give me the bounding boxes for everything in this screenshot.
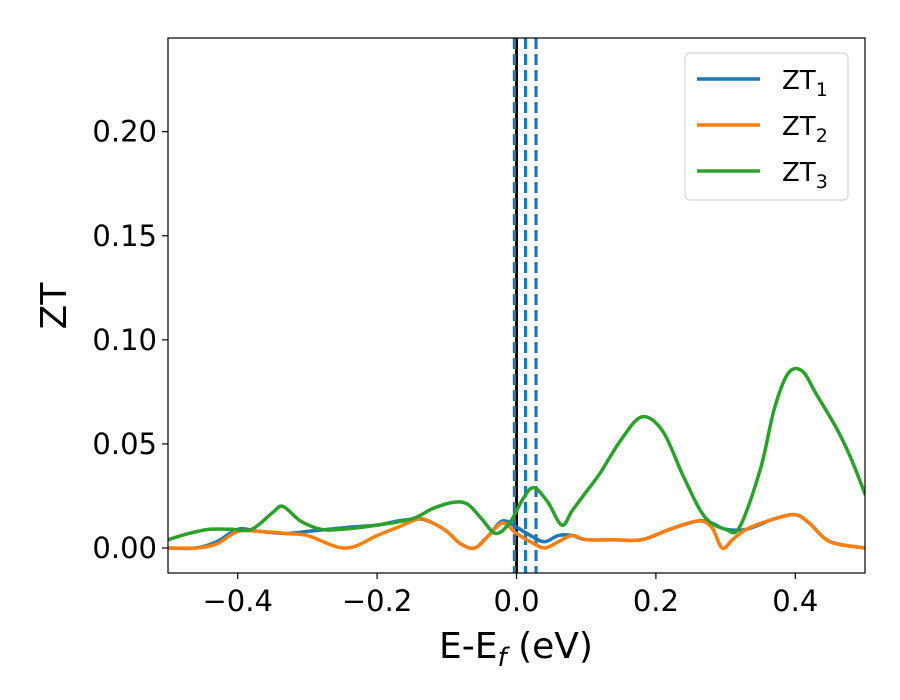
- x-axis: −0.4 −0.2 0.0 0.2 0.4: [202, 573, 818, 618]
- x-tick-label: −0.4: [202, 584, 272, 618]
- legend-label-subscript: 2: [816, 125, 828, 147]
- x-axis-title: E-Ef (eV): [439, 626, 593, 673]
- legend-label-zt2: ZT2: [782, 112, 828, 147]
- legend-label-zt3: ZT3: [782, 158, 828, 193]
- y-tick-label: 0.05: [92, 427, 157, 461]
- y-tick-label: 0.20: [92, 115, 157, 149]
- x-tick-label: 0.4: [772, 584, 818, 618]
- legend-label-main: ZT: [782, 66, 816, 96]
- y-tick-label: 0.00: [92, 531, 157, 565]
- y-axis: 0.00 0.05 0.10 0.15 0.20: [92, 115, 168, 565]
- legend-label-zt1: ZT1: [782, 66, 828, 101]
- series-line-zt3: [168, 366, 865, 542]
- legend-box: [684, 52, 849, 201]
- x-axis-title-unit: (eV): [507, 626, 593, 667]
- legend-label-main: ZT: [782, 112, 816, 142]
- reference-lines: [512, 38, 538, 573]
- y-tick-label: 0.15: [92, 219, 157, 253]
- x-tick-label: 0.2: [633, 584, 679, 618]
- y-axis-title: ZT: [34, 282, 75, 330]
- series-lines: [168, 366, 865, 551]
- legend-label-subscript: 1: [816, 79, 828, 101]
- legend-label-main: ZT: [782, 158, 816, 188]
- series-line-zt2: [168, 512, 865, 551]
- x-tick-label: −0.2: [342, 584, 412, 618]
- legend-label-subscript: 3: [816, 171, 828, 193]
- x-tick-label: 0.0: [493, 584, 539, 618]
- y-tick-label: 0.10: [92, 323, 157, 357]
